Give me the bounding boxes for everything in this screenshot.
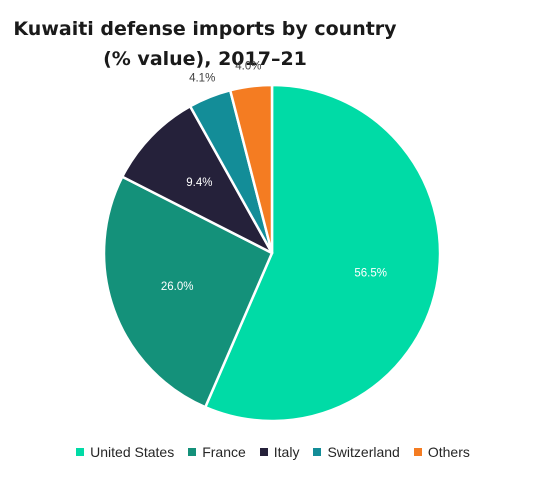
- chart-title-line1: Kuwaiti defense imports by country: [13, 18, 397, 40]
- legend-item-others: Others: [413, 444, 470, 460]
- data-label-switzerland: 4.1%: [189, 72, 215, 84]
- legend-item-italy: Italy: [259, 444, 300, 460]
- data-label-france: 26.0%: [161, 281, 194, 293]
- legend-swatch-united-states: [76, 448, 85, 456]
- legend-label-france: France: [202, 444, 246, 460]
- data-label-united-states: 56.5%: [354, 267, 387, 279]
- legend-item-united-states: United States: [76, 444, 174, 460]
- legend-label-switzerland: Switzerland: [327, 444, 400, 460]
- legend-swatch-france: [188, 448, 197, 456]
- legend-label-united-states: United States: [90, 444, 175, 460]
- legend-item-france: France: [188, 444, 246, 460]
- legend-swatch-switzerland: [313, 448, 322, 456]
- pie-slice-others: [228, 83, 274, 255]
- pie-slice-italy: [121, 105, 274, 255]
- legend-item-switzerland: Switzerland: [313, 444, 400, 460]
- chart-legend: United States France Italy Switzerland Other…: [0, 444, 546, 460]
- data-label-others: 4.0%: [235, 61, 261, 73]
- chart-title: Kuwaiti defense imports by country (% va…: [0, 14, 410, 74]
- pie-slice-united-states: [204, 83, 442, 423]
- data-label-italy: 9.4%: [186, 177, 212, 189]
- legend-label-italy: Italy: [273, 444, 300, 460]
- legend-swatch-others: [413, 448, 422, 456]
- legend-label-others: Others: [427, 444, 470, 460]
- chart-subtitle: (% value), 2017–21: [103, 48, 307, 70]
- pie-slice-france: [102, 175, 274, 409]
- legend-swatch-italy: [259, 448, 268, 456]
